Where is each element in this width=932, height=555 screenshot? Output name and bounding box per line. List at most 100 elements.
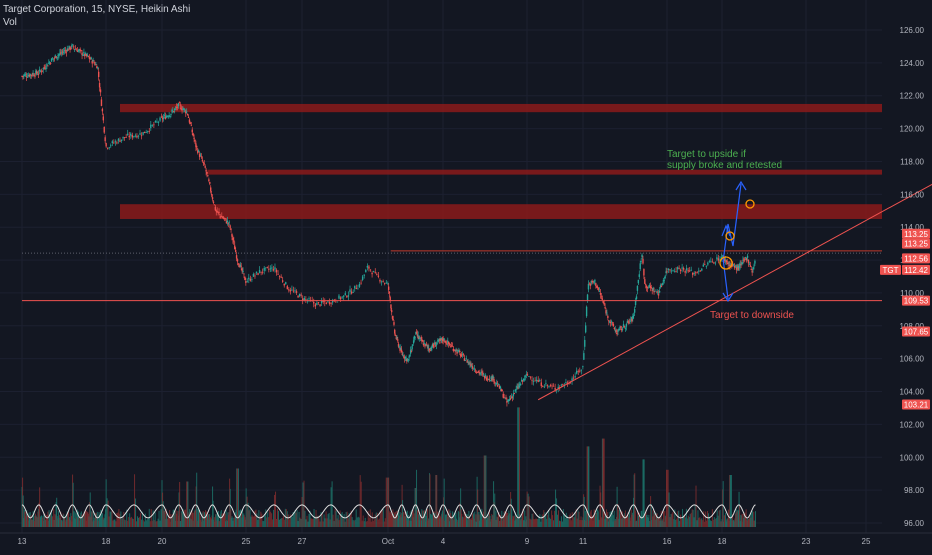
volume-bar [593, 509, 595, 527]
candle-body [186, 113, 189, 116]
volume-bar [104, 509, 106, 527]
volume-bar [325, 511, 327, 527]
volume-bar [465, 515, 467, 527]
candle-body [339, 297, 342, 300]
upside-target-annotation[interactable]: Target to upside if supply broke and rete… [667, 149, 782, 171]
candle-body [633, 309, 636, 313]
candle-body [568, 383, 570, 385]
volume-bar [644, 516, 646, 527]
candle-body [590, 281, 592, 284]
candle-body [94, 63, 96, 66]
volume-bar [731, 520, 733, 527]
volume-bar [265, 509, 267, 527]
volume-bar [677, 511, 679, 527]
candle-body [463, 358, 466, 361]
volume-bar [622, 517, 624, 527]
candle-body [744, 257, 747, 259]
candle-body [685, 268, 688, 271]
candle-body [392, 319, 394, 320]
volume-bar [84, 510, 86, 527]
volume-bar [209, 514, 211, 527]
volume-bar [579, 520, 581, 527]
candle-body [180, 107, 182, 110]
volume-bar [501, 520, 503, 527]
candle-body [151, 124, 154, 126]
volume-bar [27, 520, 29, 527]
volume-bar [670, 514, 672, 527]
candle-body [462, 353, 465, 355]
candle-body [539, 380, 541, 382]
price-label-text: 112.42 [904, 266, 928, 275]
candle-body [95, 64, 97, 65]
candle-body [422, 343, 425, 346]
volume-bar [165, 508, 167, 527]
volume-bar [272, 519, 274, 527]
candle-body [604, 307, 606, 309]
volume-bar [178, 492, 180, 527]
volume-bar [154, 512, 156, 527]
candle-body [656, 291, 658, 293]
volume-bar [43, 515, 45, 527]
candle-body [684, 271, 686, 273]
volume-bar [169, 510, 171, 527]
candle-body [237, 263, 240, 265]
candle-body [69, 47, 71, 50]
candle-body [500, 389, 503, 392]
price-axis[interactable]: 126.00124.00122.00120.00118.00116.00114.… [880, 26, 930, 528]
volume-bar [216, 511, 218, 527]
volume-bar [260, 511, 262, 527]
volume-bar [475, 514, 477, 527]
supply-zone [120, 103, 882, 113]
candle-body [496, 382, 498, 384]
candle-body [236, 259, 239, 262]
volume-bar [747, 518, 749, 527]
volume-bar [661, 520, 663, 527]
volume-bar [269, 509, 271, 527]
volume-bar [60, 511, 62, 527]
candle-body [653, 290, 655, 293]
time-tick-label: 11 [579, 537, 588, 546]
volume-bar [197, 509, 199, 527]
candle-body [255, 271, 258, 274]
candle-body [119, 140, 121, 142]
candle-body [382, 281, 384, 283]
volume-bar [630, 509, 632, 527]
volume-bar [456, 518, 458, 527]
candle-body [651, 290, 653, 292]
volume-bar [180, 521, 182, 527]
volume-bar [26, 515, 28, 527]
volume-bar [228, 512, 230, 527]
volume-bar [491, 515, 493, 527]
candle-body [360, 282, 362, 284]
volume-bar [617, 504, 619, 527]
candle-body [374, 271, 376, 273]
volume-bar [605, 519, 607, 527]
downside-target-annotation[interactable]: Target to downside [710, 310, 794, 321]
volume-bar [474, 511, 476, 527]
volume-bar [590, 511, 592, 527]
candle-body [260, 271, 262, 273]
volume-bar [638, 512, 640, 527]
volume-bar [487, 517, 489, 527]
candle-body [646, 287, 649, 289]
candle-body [743, 259, 745, 261]
candle-body [39, 70, 42, 72]
upside-annotation-line: supply broke and retested [667, 160, 783, 171]
volume-bar [35, 513, 37, 527]
time-axis[interactable]: 13 18 20 25 27 Oct 4 9 11 16 18 23 25 [0, 532, 932, 546]
volume-bar [281, 517, 283, 527]
candle-body [418, 337, 421, 339]
volume-bar [597, 509, 599, 527]
volume-bar [175, 510, 177, 527]
candle-body [428, 348, 430, 350]
volume-bar [41, 515, 43, 527]
candle-body [169, 115, 171, 117]
candle-body [207, 175, 209, 177]
candle-body [227, 222, 229, 224]
volume-bar [603, 438, 605, 527]
candle-body [202, 161, 205, 163]
volume-bar [668, 492, 670, 527]
volume-bar [621, 511, 623, 527]
